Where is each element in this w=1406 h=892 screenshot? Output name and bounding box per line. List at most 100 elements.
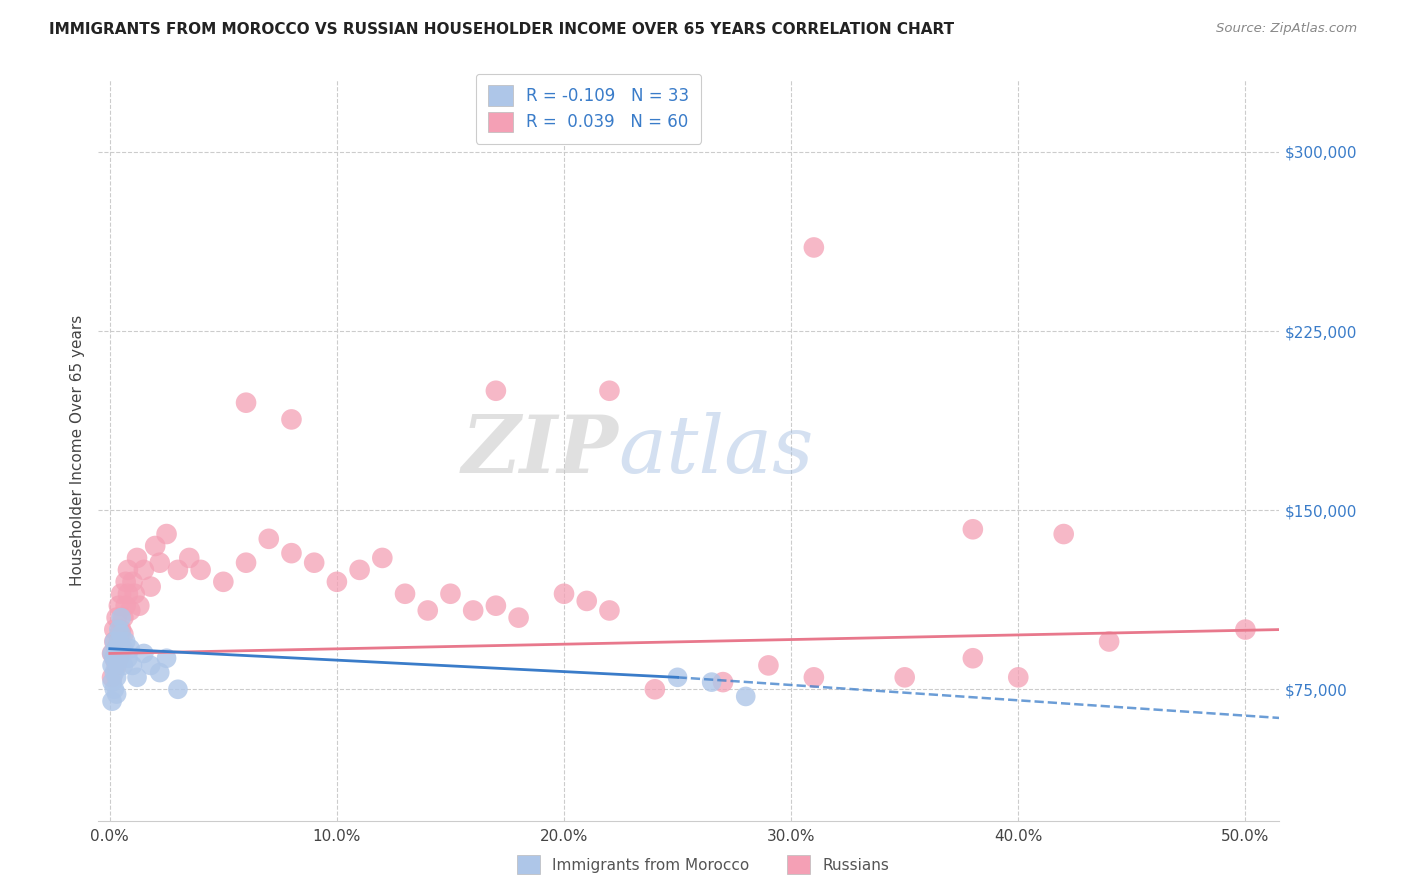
Legend: Immigrants from Morocco, Russians: Immigrants from Morocco, Russians: [510, 849, 896, 880]
Point: [280, 546, 302, 560]
Point: [120, 603, 142, 617]
Point: [371, 550, 394, 565]
Point: [155, 527, 177, 541]
Point: [132, 563, 155, 577]
Point: [1007, 670, 1029, 684]
Point: [962, 522, 984, 536]
Point: [105, 687, 128, 701]
Point: [120, 641, 142, 656]
Point: [485, 599, 508, 613]
Point: [190, 563, 212, 577]
Point: [112, 610, 135, 624]
Point: [508, 610, 530, 624]
Point: [302, 556, 325, 570]
Point: [103, 665, 125, 680]
Text: Source: ZipAtlas.com: Source: ZipAtlas.com: [1216, 22, 1357, 36]
Point: [155, 651, 177, 665]
Point: [463, 603, 485, 617]
Point: [108, 634, 131, 648]
Point: [114, 599, 136, 613]
Point: [1098, 634, 1121, 648]
Point: [485, 384, 508, 398]
Point: [105, 670, 128, 684]
Point: [110, 647, 132, 661]
Point: [101, 670, 124, 684]
Point: [117, 563, 139, 577]
Point: [212, 574, 235, 589]
Point: [167, 563, 190, 577]
Point: [132, 647, 155, 661]
Point: [110, 623, 132, 637]
Point: [110, 610, 132, 624]
Point: [235, 395, 257, 409]
Point: [108, 623, 131, 637]
Point: [598, 384, 620, 398]
Point: [124, 587, 146, 601]
Point: [103, 634, 125, 648]
Point: [101, 675, 124, 690]
Point: [575, 594, 598, 608]
Point: [326, 574, 349, 589]
Point: [105, 610, 128, 624]
Point: [101, 647, 124, 661]
Point: [125, 550, 148, 565]
Point: [700, 675, 723, 690]
Point: [149, 556, 172, 570]
Point: [1053, 527, 1076, 541]
Point: [112, 627, 135, 641]
Point: [105, 656, 128, 670]
Point: [257, 532, 280, 546]
Point: [416, 603, 439, 617]
Point: [553, 587, 575, 601]
Point: [121, 658, 143, 673]
Point: [112, 641, 135, 656]
Point: [114, 574, 136, 589]
Point: [666, 670, 689, 684]
Point: [110, 587, 132, 601]
Text: IMMIGRANTS FROM MOROCCO VS RUSSIAN HOUSEHOLDER INCOME OVER 65 YEARS CORRELATION : IMMIGRANTS FROM MOROCCO VS RUSSIAN HOUSE…: [49, 22, 955, 37]
Point: [121, 574, 143, 589]
Point: [803, 240, 825, 254]
Point: [112, 658, 135, 673]
Point: [108, 651, 131, 665]
Point: [394, 587, 416, 601]
Point: [110, 641, 132, 656]
Point: [143, 539, 166, 553]
Point: [108, 599, 131, 613]
Point: [114, 634, 136, 648]
Point: [598, 603, 620, 617]
Point: [962, 651, 984, 665]
Point: [711, 675, 734, 690]
Point: [108, 634, 131, 648]
Point: [117, 587, 139, 601]
Point: [101, 694, 124, 708]
Point: [758, 658, 780, 673]
Point: [644, 682, 666, 697]
Point: [803, 670, 825, 684]
Point: [139, 580, 162, 594]
Point: [179, 550, 201, 565]
Point: [439, 587, 461, 601]
Point: [128, 599, 150, 613]
Point: [167, 682, 190, 697]
Point: [734, 690, 756, 704]
Point: [105, 658, 128, 673]
Point: [149, 665, 172, 680]
Point: [117, 651, 139, 665]
Point: [103, 623, 125, 637]
Y-axis label: Householder Income Over 65 years: Householder Income Over 65 years: [69, 315, 84, 586]
Point: [349, 563, 371, 577]
Point: [103, 634, 125, 648]
Point: [235, 556, 257, 570]
Text: ZIP: ZIP: [461, 412, 619, 489]
Point: [893, 670, 915, 684]
Point: [105, 641, 128, 656]
Point: [125, 670, 148, 684]
Point: [1234, 623, 1257, 637]
Point: [139, 658, 162, 673]
Point: [103, 651, 125, 665]
Point: [105, 641, 128, 656]
Legend: R = -0.109   N = 33, R =  0.039   N = 60: R = -0.109 N = 33, R = 0.039 N = 60: [477, 74, 702, 144]
Point: [108, 651, 131, 665]
Point: [101, 658, 124, 673]
